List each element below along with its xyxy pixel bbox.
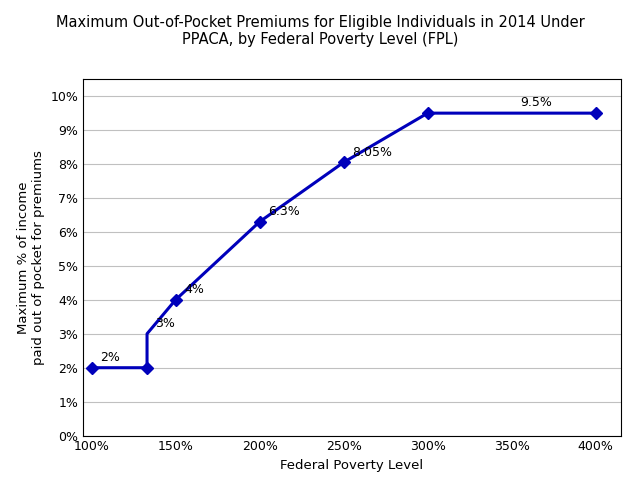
Text: 4%: 4% bbox=[184, 283, 204, 296]
Text: 9.5%: 9.5% bbox=[520, 97, 552, 109]
Text: 6.3%: 6.3% bbox=[268, 205, 300, 218]
Text: 2%: 2% bbox=[100, 351, 120, 364]
Text: 8.05%: 8.05% bbox=[352, 146, 392, 158]
Text: 3%: 3% bbox=[156, 317, 175, 330]
X-axis label: Federal Poverty Level: Federal Poverty Level bbox=[280, 459, 424, 472]
Text: Maximum Out-of-Pocket Premiums for Eligible Individuals in 2014 Under
PPACA, by : Maximum Out-of-Pocket Premiums for Eligi… bbox=[56, 15, 584, 47]
Y-axis label: Maximum % of income
paid out of pocket for premiums: Maximum % of income paid out of pocket f… bbox=[17, 150, 45, 365]
